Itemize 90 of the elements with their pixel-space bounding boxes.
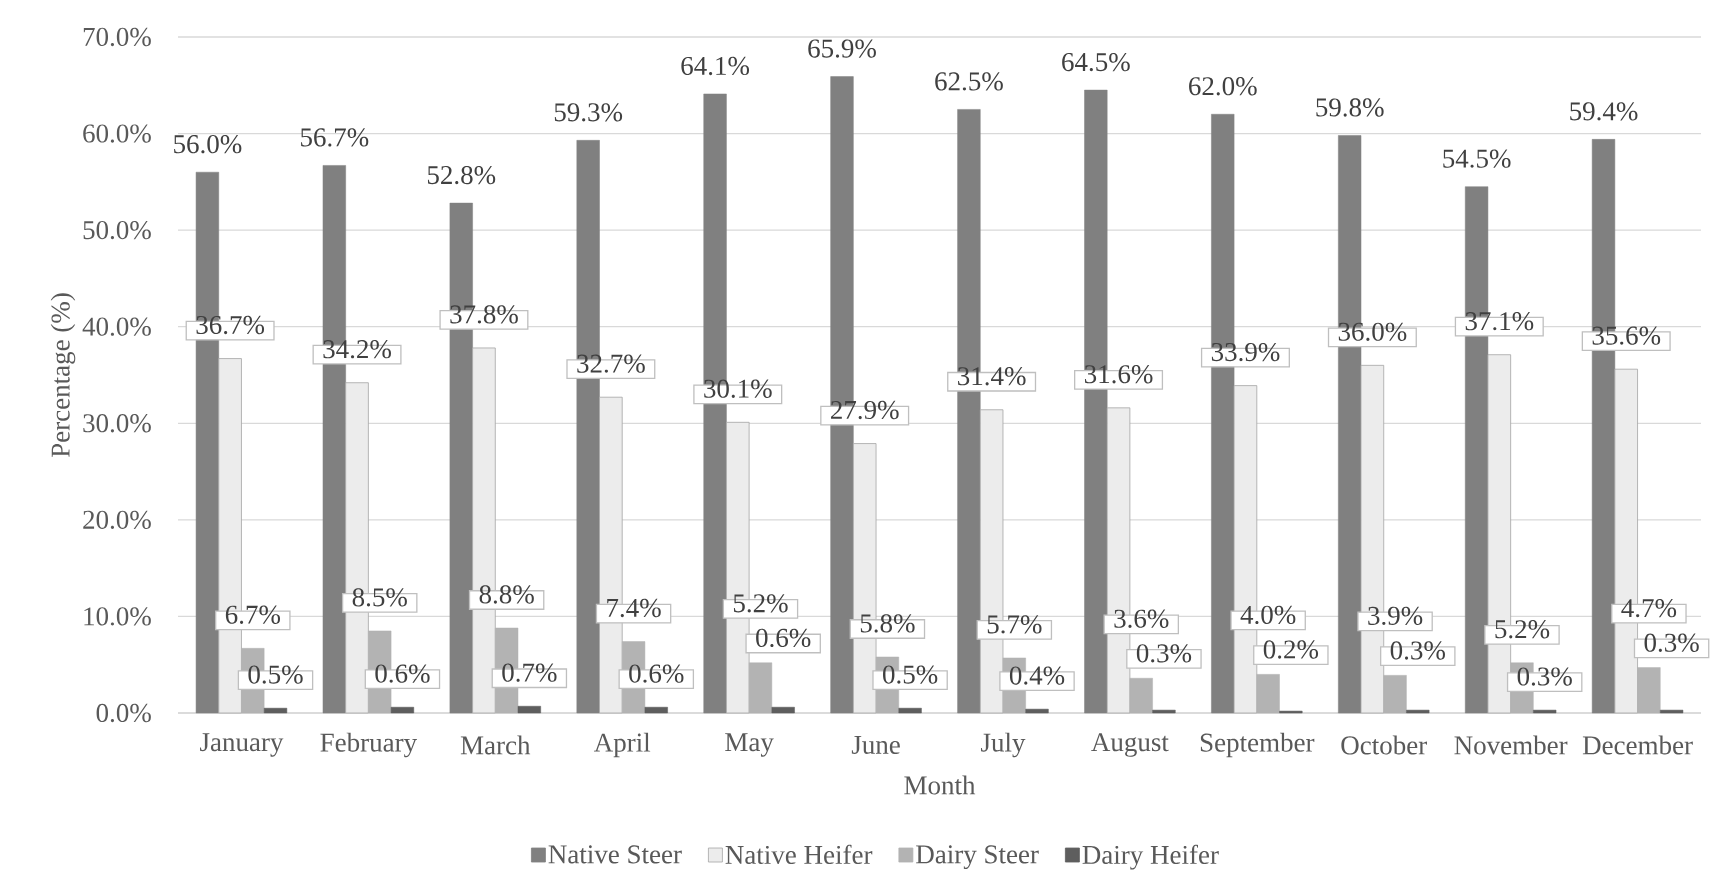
x-tick-label: January [200, 733, 284, 757]
data-label: 0.3% [1390, 641, 1445, 660]
data-label: 5.7% [987, 615, 1042, 634]
data-label: 59.8% [1316, 98, 1384, 117]
data-label: 54.5% [1443, 149, 1511, 168]
data-label: 52.8% [427, 165, 496, 185]
bar [1025, 708, 1049, 714]
x-tick-label: June [851, 736, 900, 754]
data-label: 64.5% [1062, 52, 1130, 72]
legend-label: Native Steer [548, 845, 682, 864]
x-tick-label: November [1454, 735, 1568, 755]
y-tick-label: 40.0% [82, 317, 151, 336]
data-label: 56.7% [301, 128, 369, 147]
bar [1533, 709, 1557, 714]
data-label: 65.9% [808, 39, 876, 58]
data-label: 6.7% [225, 605, 281, 624]
data-label: 0.6% [629, 664, 684, 683]
data-label: 32.7% [577, 354, 645, 373]
data-label: 0.4% [1009, 666, 1065, 685]
data-label: 5.8% [860, 614, 915, 633]
data-label: 62.0% [1189, 77, 1257, 96]
legend-label: Dairy Steer [916, 845, 1039, 870]
bar [1637, 667, 1661, 714]
bar [748, 662, 773, 714]
y-tick-label: 0.0% [96, 703, 151, 723]
data-label: 27.9% [831, 400, 899, 420]
data-label: 31.6% [1084, 365, 1153, 384]
bar [1383, 675, 1407, 714]
y-tick-label: 70.0% [83, 27, 151, 47]
data-label: 64.1% [681, 56, 750, 76]
bar [1129, 677, 1153, 714]
data-label: 3.6% [1114, 609, 1169, 628]
bar [898, 707, 922, 714]
data-label: 0.7% [502, 663, 557, 682]
data-label: 0.3% [1644, 633, 1699, 652]
data-label: 7.4% [607, 598, 661, 618]
data-label: 37.1% [1465, 312, 1534, 331]
y-tick-label: 30.0% [83, 414, 151, 433]
y-tick-label: 10.0% [84, 607, 151, 626]
x-tick-label: August [1091, 733, 1169, 757]
data-label: 0.6% [756, 628, 811, 648]
bar [517, 705, 541, 714]
bar [390, 706, 415, 714]
bar [263, 707, 288, 714]
data-label: 59.4% [1570, 102, 1638, 121]
x-tick-label: December [1582, 735, 1693, 755]
data-label: 33.9% [1211, 342, 1280, 362]
data-label: 4.7% [1621, 599, 1677, 618]
data-label: 8.8% [479, 585, 534, 604]
bar [771, 706, 795, 714]
data-label: 3.9% [1368, 606, 1423, 626]
data-label: 0.5% [883, 665, 938, 684]
x-tick-label: April [593, 732, 651, 758]
data-label: 4.0% [1240, 605, 1296, 625]
data-label: 0.3% [1517, 667, 1572, 686]
y-axis-title: Percentage (%) [50, 293, 76, 458]
data-label: 0.5% [248, 665, 303, 684]
data-label: 30.1% [704, 379, 772, 398]
data-label: 0.2% [1263, 640, 1319, 659]
data-label: 62.5% [935, 72, 1003, 91]
x-tick-label: October [1341, 735, 1427, 755]
data-label: 59.3% [554, 103, 623, 122]
legend-label: Native Heifer [725, 844, 873, 865]
bar [644, 706, 668, 714]
legend-label: Dairy Heifer [1082, 844, 1219, 870]
data-label: 5.2% [733, 594, 788, 613]
data-label: 34.2% [323, 340, 391, 359]
y-tick-label: 50.0% [83, 220, 151, 240]
x-tick-label: February [320, 732, 418, 758]
data-label: 35.6% [1592, 326, 1661, 345]
bar [1406, 709, 1430, 714]
data-label: 0.3% [1136, 644, 1192, 663]
x-axis-title: Month [904, 775, 976, 795]
data-label: 5.2% [1495, 620, 1550, 639]
data-label: 56.0% [174, 135, 242, 154]
data-label: 36.0% [1338, 322, 1407, 341]
bar [1660, 709, 1684, 714]
x-tick-label: July [981, 732, 1026, 758]
data-label: 31.4% [958, 367, 1026, 386]
x-tick-label: March [460, 735, 531, 755]
y-tick-label: 20.0% [83, 510, 151, 530]
data-label: 36.7% [196, 315, 265, 335]
x-tick-label: May [725, 733, 774, 757]
bar [1152, 709, 1176, 714]
data-label: 37.8% [450, 305, 518, 324]
y-tick-label: 60.0% [83, 124, 151, 143]
bar [1256, 674, 1280, 714]
data-label: 8.5% [352, 588, 407, 607]
data-label: 0.6% [375, 664, 430, 683]
x-tick-label: September [1200, 732, 1315, 758]
